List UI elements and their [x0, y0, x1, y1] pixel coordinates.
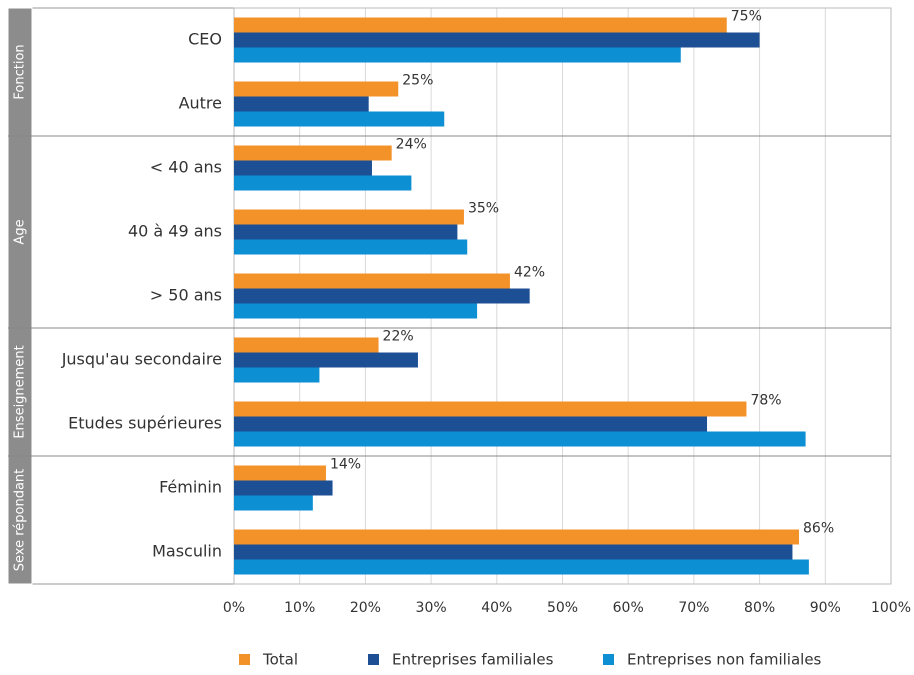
bar — [234, 47, 681, 63]
bar — [234, 401, 747, 417]
group-band — [7, 455, 33, 585]
group-label: Enseignement — [13, 345, 28, 438]
data-label: 42% — [514, 265, 545, 281]
group-label: Fonction — [13, 44, 28, 99]
data-label: 24% — [396, 137, 427, 153]
x-tick-label: 0% — [223, 600, 245, 616]
bar — [234, 224, 458, 240]
legend-swatch — [368, 654, 379, 665]
bar — [234, 465, 326, 481]
group-label: Age — [13, 219, 28, 244]
x-tick-label: 30% — [416, 600, 447, 616]
legend-label: Entreprises non familiales — [627, 651, 822, 669]
bar — [234, 273, 510, 289]
x-tick-label: 70% — [678, 600, 709, 616]
bar — [234, 337, 379, 353]
bar — [234, 559, 809, 575]
legend-label: Total — [262, 651, 298, 669]
bar — [234, 209, 464, 225]
bar — [234, 17, 727, 33]
x-tick-label: 80% — [744, 600, 775, 616]
x-tick-label: 40% — [481, 600, 512, 616]
y-tick-label: Jusqu'au secondaire — [61, 350, 222, 369]
x-tick-label: 60% — [613, 600, 644, 616]
group-label: Sexe répondant — [13, 469, 28, 572]
bar — [234, 480, 333, 496]
bar — [234, 81, 399, 97]
legend-swatch — [603, 654, 614, 665]
bar — [234, 431, 806, 447]
bar — [234, 544, 793, 560]
data-label: 22% — [383, 329, 414, 345]
y-tick-label: CEO — [188, 30, 222, 49]
bar — [234, 288, 530, 304]
data-label: 25% — [402, 73, 433, 89]
group-band — [7, 7, 33, 137]
data-label: 14% — [330, 457, 361, 473]
data-label: 75% — [731, 9, 762, 25]
bar — [234, 111, 445, 127]
y-tick-label: Autre — [179, 94, 222, 113]
bar — [234, 96, 369, 112]
y-tick-label: > 50 ans — [150, 286, 222, 305]
x-tick-label: 10% — [284, 600, 315, 616]
y-tick-label: Féminin — [159, 478, 222, 497]
data-label: 86% — [803, 521, 834, 537]
y-tick-label: Masculin — [152, 542, 222, 561]
bar — [234, 160, 372, 176]
bar — [234, 303, 478, 319]
bar — [234, 416, 708, 432]
legend-label: Entreprises familiales — [392, 651, 554, 669]
y-tick-label: < 40 ans — [150, 158, 222, 177]
x-tick-label: 90% — [810, 600, 841, 616]
bar — [234, 175, 412, 191]
bar — [234, 239, 468, 255]
y-tick-label: Etudes supérieures — [68, 414, 222, 433]
x-tick-label: 20% — [350, 600, 381, 616]
bar — [234, 529, 800, 545]
bar — [234, 145, 392, 161]
legend-swatch — [239, 654, 250, 665]
bar — [234, 495, 313, 511]
data-label: 35% — [468, 201, 499, 217]
data-label: 78% — [750, 393, 781, 409]
y-tick-label: 40 à 49 ans — [128, 222, 222, 241]
label-panel — [31, 7, 235, 585]
bar — [234, 32, 760, 48]
bar — [234, 367, 320, 383]
x-tick-label: 50% — [547, 600, 578, 616]
x-tick-label: 100% — [871, 600, 911, 616]
bar — [234, 352, 418, 368]
